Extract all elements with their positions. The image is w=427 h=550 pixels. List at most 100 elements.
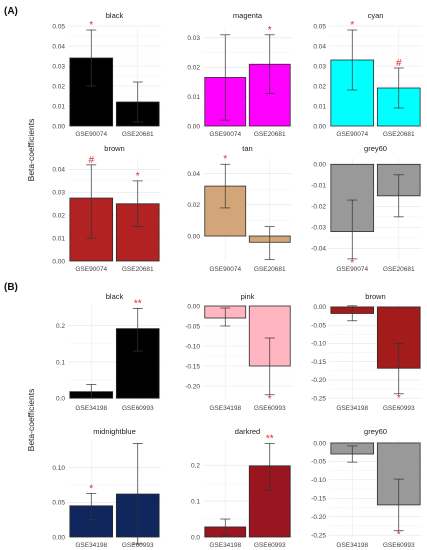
panel-title: brown [365,292,385,301]
y-tick-label: -0.05 [311,459,326,466]
panel-a-cyan: 0.00 0.01 0.02 0.03 0.04 0.05 cyan * GSE90074 # GS… [313,11,422,138]
significance-marker: * [268,394,272,405]
bar-gse90074 [69,57,114,127]
y-tick-label: -0.20 [185,383,200,390]
y-tick-label: 0.05 [52,23,65,30]
x-tick-label: GSE90074 [336,131,368,138]
y-tick-label: -0.10 [311,477,326,484]
panel-title: grey60 [364,144,387,153]
panel-b-brown: 0.00 -0.05 -0.10 -0.15 -0.20 -0.25 brown GSE341… [311,292,422,412]
panel-a-grey60: 0.00 -0.01 -0.02 -0.03 -0.04 grey60 *GSE90074 G… [311,144,422,273]
significance-marker: * [268,25,272,36]
y-tick-label: 0.02 [52,83,65,90]
x-tick-label: GSE20681 [254,131,286,138]
y-tick-label: -0.10 [311,341,326,348]
y-tick-label: -0.20 [311,377,326,384]
x-tick-label: GSE90074 [336,266,368,273]
y-tick-label: 0.00 [313,440,326,447]
significance-marker: ** [266,434,274,445]
y-tick-label: 0.01 [52,103,65,110]
y-tick-label: -0.25 [311,395,326,402]
y-tick-label: -0.05 [311,322,326,329]
y-axis-label-b: Beta-coefficients [26,389,36,452]
y-tick-label: 0.1 [191,498,200,505]
bar-gse60993 [248,305,291,367]
y-tick-label: 0.03 [52,63,65,70]
y-tick-label: -0.02 [311,204,326,211]
x-tick-label: GSE34198 [209,542,241,549]
significance-marker: * [89,483,93,494]
panel-b-midnightblue: 0.00 0.05 0.10 midnightblue * GSE34198 GSE6099… [52,427,161,549]
y-tick-label: -0.04 [311,246,326,253]
y-tick-label: 0.04 [187,171,200,178]
x-tick-label: GSE20681 [383,266,415,273]
y-tick-label: -0.20 [311,514,326,521]
y-tick-label: 0.00 [313,304,326,311]
x-tick-label: GSE34198 [336,542,368,549]
x-tick-label: GSE60993 [254,405,286,412]
x-tick-label: GSE90074 [75,131,107,138]
y-tick-label: 0.03 [313,63,326,70]
significance-marker: * [397,530,401,541]
y-tick-label: 0.02 [187,64,200,71]
panel-b-pink: 0.00 -0.05 -0.10 -0.15 -0.20 pink GSE34198 *GSE… [185,292,292,412]
y-tick-label: -0.15 [185,363,200,370]
panel-a-tan: 0.00 0.02 0.04 tan * GSE90074 GSE20681 [187,144,292,273]
y-tick-label: 0.01 [52,235,65,242]
significance-marker: * [136,171,140,182]
y-tick-label: 0.00 [187,123,200,130]
y-tick-label: 0.00 [52,534,65,541]
x-tick-label: GSE60993 [383,405,415,412]
y-tick-label: 0.02 [52,213,65,220]
y-tick-label: -0.01 [311,183,326,190]
y-tick-label: -0.05 [185,323,200,330]
panel-title: darkred [235,427,260,436]
x-tick-label: GSE20681 [122,131,154,138]
x-tick-label: GSE60993 [383,542,415,549]
y-tick-label: -0.25 [311,532,326,539]
y-tick-label: 0.0 [56,395,65,402]
x-tick-label: GSE90074 [209,266,241,273]
y-tick-label: 0.00 [187,233,200,240]
y-tick-label: 0.01 [313,103,326,110]
panel-b-black: 0.0 0.1 0.2 black GSE34198 ** GSE60993 [56,292,161,412]
panel-a-black: 0.00 0.01 0.02 0.03 0.04 0.05 black * GSE90074 GS… [52,11,161,138]
panel-a-magenta: 0.00 0.01 0.02 0.03 magenta GSE90074 * GSE20681 [187,11,292,138]
significance-marker: # [396,58,402,69]
y-tick-label: 0.04 [52,43,65,50]
x-tick-label: GSE60993 [122,405,154,412]
y-tick-label: 0.00 [187,303,200,310]
x-tick-label: GSE20681 [383,131,415,138]
significance-marker: * [223,154,227,165]
panel-title: grey60 [364,427,387,436]
x-tick-label: GSE60993 [254,542,286,549]
x-tick-label: GSE34198 [336,405,368,412]
y-tick-label: 0.00 [52,258,65,265]
significance-marker: ** [134,298,142,309]
y-tick-label: 0.10 [52,465,65,472]
significance-marker: * [350,20,354,31]
y-tick-label: 0.02 [313,83,326,90]
significance-marker: # [88,155,94,166]
y-tick-label: 0.2 [191,462,200,469]
panel-title: brown [104,144,124,153]
y-tick-label: 0.02 [187,202,200,209]
x-tick-label: GSE60993 [122,542,154,549]
panel-title: black [106,292,124,301]
significance-marker: * [350,258,354,269]
y-tick-label: -0.03 [311,225,326,232]
panel-title: pink [241,292,255,301]
panel-title: midnightblue [93,427,136,436]
panel-title: black [106,11,124,20]
section-label-b: (B) [4,282,18,293]
y-tick-label: 0.04 [52,167,65,174]
y-tick-label: 0.03 [187,35,200,42]
y-tick-label: 0.05 [313,23,326,30]
y-tick-label: -0.15 [311,496,326,503]
y-tick-label: 0.00 [313,162,326,169]
y-tick-label: 0.04 [313,43,326,50]
y-axis-label-a: Beta-coefficients [26,119,36,182]
y-tick-label: 0.00 [313,123,326,130]
